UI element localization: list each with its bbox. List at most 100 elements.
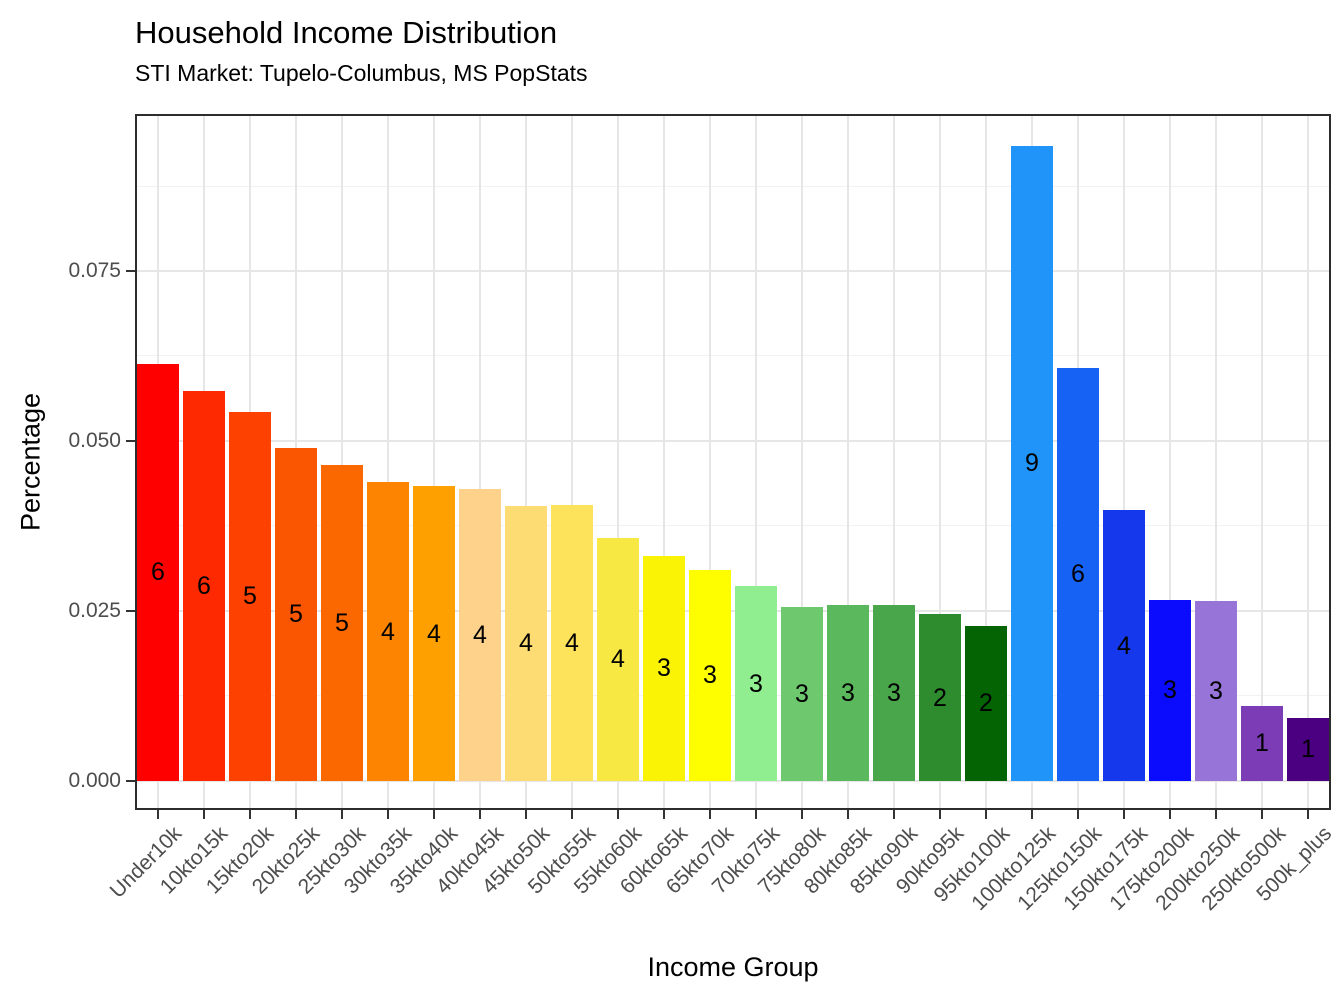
y-axis-tick <box>126 609 135 612</box>
bar-value-label: 4 <box>473 620 487 649</box>
bar-175kto200k <box>1149 599 1191 781</box>
bar-value-label: 4 <box>519 629 533 658</box>
x-axis-tick <box>801 810 803 819</box>
bar-75kto80k <box>781 607 823 781</box>
x-axis-tick <box>249 810 251 819</box>
bar-200kto250k <box>1195 601 1237 781</box>
h-gridline-major <box>135 779 1331 782</box>
bar-100kto125k <box>1011 145 1053 781</box>
bar-50kto55k <box>551 504 593 781</box>
v-gridline <box>939 114 941 810</box>
x-axis-tick <box>617 810 619 819</box>
v-gridline <box>1307 114 1309 810</box>
bar-70kto75k <box>735 586 777 781</box>
v-gridline <box>571 114 573 810</box>
chart-title: Household Income Distribution <box>135 15 558 50</box>
v-gridline <box>893 114 895 810</box>
bar-90kto95k <box>919 614 961 781</box>
bar-value-label: 3 <box>1163 676 1177 705</box>
v-gridline <box>801 114 803 810</box>
v-gridline <box>1215 114 1217 810</box>
x-axis-tick <box>847 810 849 819</box>
bar-250kto500k <box>1241 706 1283 781</box>
v-gridline <box>387 114 389 810</box>
bar-25kto30k <box>321 464 363 781</box>
x-axis-tick <box>479 810 481 819</box>
v-gridline <box>525 114 527 810</box>
bar-value-label: 3 <box>657 654 671 683</box>
v-gridline <box>755 114 757 810</box>
x-axis-tick <box>1123 810 1125 819</box>
y-tick-label: 0.075 <box>68 259 121 282</box>
bar-65kto70k <box>689 570 731 781</box>
x-axis-tick <box>985 810 987 819</box>
bar-value-label: 1 <box>1255 729 1269 758</box>
x-axis-tick <box>1307 810 1309 819</box>
bar-value-label: 4 <box>1117 631 1131 660</box>
bar-value-label: 3 <box>749 669 763 698</box>
x-axis-tick <box>1169 810 1171 819</box>
x-axis-tick <box>203 810 205 819</box>
bar-60kto65k <box>643 555 685 781</box>
bar-value-label: 5 <box>335 608 349 637</box>
chart-subtitle: STI Market: Tupelo-Columbus, MS PopStats <box>135 60 588 86</box>
v-gridline <box>341 114 343 810</box>
bar-value-label: 3 <box>841 679 855 708</box>
v-gridline <box>1123 114 1125 810</box>
x-axis-tick <box>1215 810 1217 819</box>
x-axis-tick <box>157 810 159 819</box>
bar-value-label: 4 <box>427 619 441 648</box>
v-gridline <box>1261 114 1263 810</box>
bar-Under10k <box>137 364 179 781</box>
bar-value-label: 2 <box>933 683 947 712</box>
bar-value-label: 3 <box>703 661 717 690</box>
x-axis-tick <box>939 810 941 819</box>
h-gridline-minor <box>135 695 1331 697</box>
h-gridline-minor <box>135 355 1331 357</box>
bar-85kto90k <box>873 604 915 781</box>
x-axis-tick <box>571 810 573 819</box>
y-tick-label: 0.000 <box>68 768 121 792</box>
bar-value-label: 9 <box>1025 449 1039 478</box>
y-axis-tick <box>126 779 135 782</box>
y-axis-tick <box>126 439 135 442</box>
bar-value-label: 3 <box>887 678 901 707</box>
bar-40kto45k <box>459 489 501 781</box>
x-axis-tick <box>755 810 757 819</box>
h-gridline-minor <box>135 185 1331 187</box>
x-axis-tick <box>387 810 389 819</box>
bar-10kto15k <box>183 391 225 781</box>
bar-value-label: 6 <box>197 572 211 601</box>
x-axis-tick <box>341 810 343 819</box>
plot-panel: 6 6 5 5 5 4 4 4 4 4 4 3 3 3 3 3 3 2 2 9 6 4 3 3 1 1 0.000 0.025 0.05… <box>68 114 1336 915</box>
x-axis-tick <box>663 810 665 819</box>
v-gridline <box>617 114 619 810</box>
v-gridline <box>433 114 435 810</box>
bar-value-label: 4 <box>565 628 579 657</box>
bar-150kto175k <box>1103 510 1145 781</box>
x-axis-tick <box>295 810 297 819</box>
x-axis-label: Income Group <box>647 952 819 982</box>
bar-value-label: 5 <box>243 582 257 611</box>
h-gridline-minor <box>135 525 1331 527</box>
bar-value-label: 1 <box>1301 735 1315 764</box>
bar-125kto150k <box>1057 368 1099 781</box>
bar-value-label: 3 <box>1209 677 1223 706</box>
bar-value-label: 4 <box>381 617 395 646</box>
bar-500k_plus <box>1287 717 1329 781</box>
v-gridline <box>1169 114 1171 810</box>
bar-value-label: 2 <box>979 689 993 718</box>
y-axis-label: Percentage <box>15 392 46 532</box>
bar-15kto20k <box>229 411 271 781</box>
y-tick-label: 0.025 <box>68 598 121 622</box>
x-axis-tick <box>1031 810 1033 819</box>
x-axis-tick <box>1077 810 1079 819</box>
x-axis-tick <box>893 810 895 819</box>
bar-value-label: 3 <box>795 680 809 709</box>
h-gridline-major <box>135 439 1331 442</box>
v-gridline <box>847 114 849 810</box>
v-gridline <box>663 114 665 810</box>
bar-value-label: 5 <box>289 600 303 629</box>
bar-30kto35k <box>367 482 409 781</box>
v-gridline <box>985 114 987 810</box>
